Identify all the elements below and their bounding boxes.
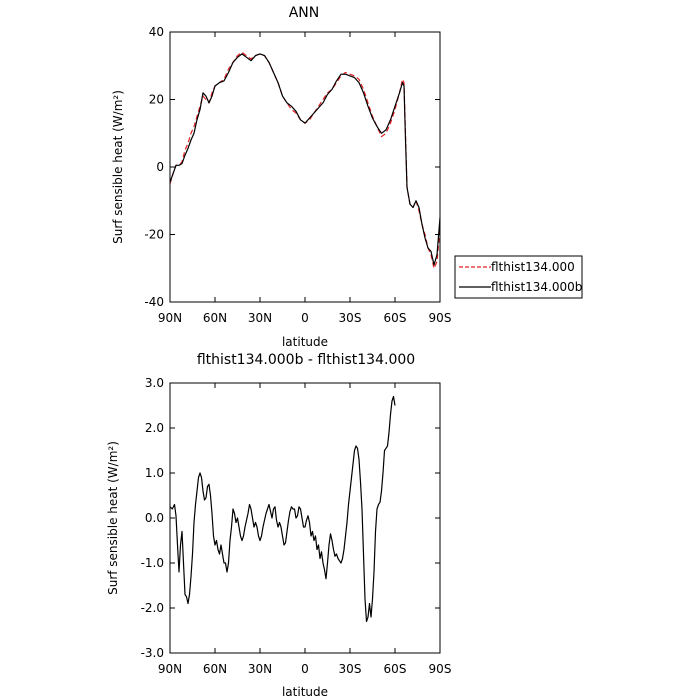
top-frame (169, 31, 441, 303)
bottom-x-tick-label: 60N (203, 662, 227, 676)
legend-label-series-1: flthist134.000 (491, 260, 575, 274)
bottom-frame (169, 382, 441, 654)
top-x-tick-label: 60N (203, 311, 227, 325)
top-y-tick-label: 0 (156, 160, 164, 174)
panel-bottom: flthist134.000b - flthist134.000 90N 60N 3… (106, 352, 451, 699)
panel-top: ANN 90N 60N 30N 0 30S 60S 90S 40 20 0 -20 -40 latit… (111, 5, 451, 349)
bottom-x-tick-label: 60S (384, 662, 407, 676)
top-title: ANN (289, 5, 320, 21)
bottom-x-tick-label: 30S (339, 662, 362, 676)
top-y-tick-label: -20 (144, 228, 164, 242)
top-x-tick-label: 60S (384, 311, 407, 325)
legend-label-series-2: flthist134.000b (491, 280, 582, 294)
top-y-tick-label: -40 (144, 295, 164, 309)
bottom-x-tick-label: 0 (301, 662, 309, 676)
bottom-x-tick-label: 30N (248, 662, 272, 676)
top-ylabel: Surf sensible heat (W/m²) (111, 90, 125, 244)
bottom-plot-area: 90N 60N 30N 0 30S 60S 90S 3.0 2.0 1.0 0.0 -1.0 -2.0 -… (141, 376, 452, 676)
bottom-y-tick-label: 1.0 (145, 466, 164, 480)
bottom-y-tick-label: 0.0 (145, 511, 164, 525)
top-series-line-2 (169, 53, 441, 266)
top-x-tick-label: 30N (248, 311, 272, 325)
legend: flthist134.000 flthist134.000b (454, 255, 583, 299)
top-x-tick-label: 90S (429, 311, 452, 325)
top-y-tick-label: 20 (149, 93, 164, 107)
bottom-xlabel: latitude (282, 685, 328, 699)
bottom-x-tick-label: 90N (158, 662, 182, 676)
top-x-tick-label: 30S (339, 311, 362, 325)
bottom-y-tick-label: 3.0 (145, 376, 164, 390)
top-series-line-1 (169, 51, 441, 269)
top-x-tick-label: 0 (301, 311, 309, 325)
bottom-y-tick-label: -2.0 (141, 601, 164, 615)
top-plot-area: 90N 60N 30N 0 30S 60S 90S 40 20 0 -20 -40 (144, 25, 451, 325)
bottom-series-line-1 (169, 395, 396, 623)
bottom-y-tick-label: -3.0 (141, 646, 164, 660)
bottom-y-tick-label: -1.0 (141, 556, 164, 570)
bottom-x-tick-label: 90S (429, 662, 452, 676)
bottom-y-tick-label: 2.0 (145, 421, 164, 435)
bottom-ylabel: Surf sensible heat (W/m²) (106, 441, 120, 595)
top-x-tick-label: 90N (158, 311, 182, 325)
legend-box (454, 255, 583, 299)
top-y-tick-label: 40 (149, 25, 164, 39)
bottom-title: flthist134.000b - flthist134.000 (197, 352, 415, 368)
top-xlabel: latitude (282, 335, 328, 349)
